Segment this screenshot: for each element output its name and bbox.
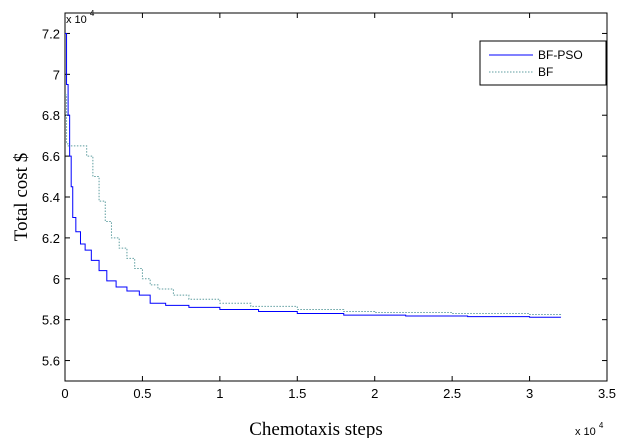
y-tick-label: 6.6	[42, 149, 60, 164]
series-line-bf-pso	[65, 32, 562, 318]
y-tick-label: 5.8	[42, 313, 60, 328]
y-tick-label: 6.4	[42, 190, 60, 205]
y-axis-title: Total cost $	[11, 153, 32, 241]
y-tick-label: 5.6	[42, 354, 60, 369]
series-line-bf	[65, 94, 562, 316]
tick-group: 0 0.5 1 1.5 2 2.5 3 3.5 5.6 5.8 6 6.2 6.4 6.6 6.8 7 7.2	[42, 13, 616, 401]
x-tick-label: 1.5	[288, 386, 306, 401]
legend: BF-PSO BF	[479, 40, 607, 86]
y-tick-label: 6	[53, 272, 60, 287]
y-multiplier: x 10 4	[66, 9, 95, 26]
y-tick-label: 6.8	[42, 108, 60, 123]
legend-label-bf: BF	[538, 65, 553, 79]
x-tick-label: 1	[216, 386, 223, 401]
series-group	[65, 32, 562, 318]
x-tick-label: 0.5	[133, 386, 151, 401]
x-tick-label: 0	[61, 386, 68, 401]
x-axis-title: Chemotaxis steps	[249, 419, 383, 438]
legend-label-bf-pso: BF-PSO	[538, 48, 583, 62]
y-tick-label: 7.2	[42, 26, 60, 41]
x-multiplier: x 10 4	[575, 421, 604, 438]
legend-box	[479, 40, 607, 86]
x-tick-label: 2	[371, 386, 378, 401]
x-tick-label: 3	[526, 386, 533, 401]
x-tick-label: 2.5	[443, 386, 461, 401]
x-tick-label: 3.5	[598, 386, 616, 401]
y-tick-label: 7	[53, 67, 60, 82]
y-tick-label: 6.2	[42, 231, 60, 246]
